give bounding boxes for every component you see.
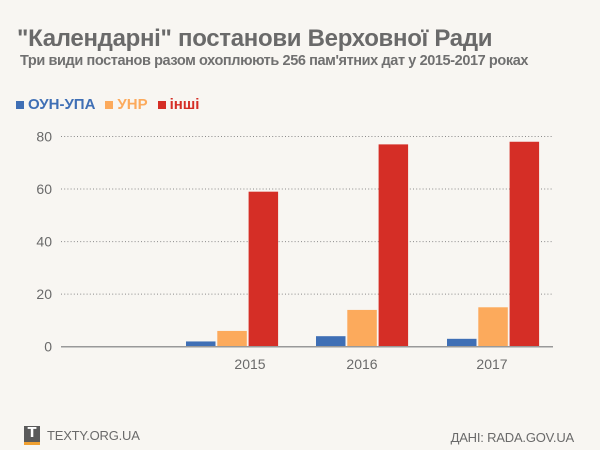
x-tick-label: 2017 xyxy=(476,356,507,372)
legend-label-unr: УНР xyxy=(117,96,148,113)
y-axis-ticks: 0 20 40 60 80 xyxy=(36,129,52,355)
chart-subtitle: Три види постанов разом охоплюють 256 па… xyxy=(20,53,529,69)
bar-2016-2 xyxy=(378,144,409,347)
y-tick-label: 20 xyxy=(36,286,52,302)
legend-swatch-unr xyxy=(105,100,114,109)
data-source: ДАНІ: RADA.GOV.UA xyxy=(450,430,575,445)
gridlines xyxy=(61,136,553,295)
y-tick-label: 80 xyxy=(36,129,52,145)
bar-2017-1 xyxy=(478,307,508,347)
legend-swatch-other xyxy=(157,100,166,109)
y-tick-label: 0 xyxy=(44,339,52,355)
bar-2015-2 xyxy=(248,191,279,347)
bar-2017-2 xyxy=(509,141,540,347)
bar-2017-0 xyxy=(447,338,477,347)
legend-swatch-oun-upa xyxy=(16,100,24,109)
legend-label-oun-upa: ОУН-УПА xyxy=(28,96,96,113)
legend-item-other: інші xyxy=(157,96,200,113)
x-axis-ticks: 2015 2016 2017 xyxy=(234,356,507,372)
bars xyxy=(186,141,540,347)
footer-brand: T TEXTY.ORG.UA xyxy=(24,426,140,445)
legend-item-oun-upa: ОУН-УПА xyxy=(16,96,95,113)
y-tick-label: 40 xyxy=(36,234,52,250)
chart-title: "Календарні" постанови Верховної Ради xyxy=(17,25,493,52)
bar-2015-1 xyxy=(217,330,247,347)
legend-item-unr: УНР xyxy=(105,96,148,113)
bar-2016-1 xyxy=(347,309,377,347)
bar-2016-0 xyxy=(316,336,346,347)
texty-logo-icon: T xyxy=(24,426,40,445)
legend: ОУН-УПА УНР інші xyxy=(16,96,209,113)
site-name: TEXTY.ORG.UA xyxy=(47,428,140,443)
x-tick-label: 2016 xyxy=(346,356,377,372)
x-tick-label: 2015 xyxy=(234,356,265,372)
y-tick-label: 60 xyxy=(36,181,52,197)
bar-2015-0 xyxy=(186,341,216,347)
legend-label-other: інші xyxy=(169,96,200,113)
